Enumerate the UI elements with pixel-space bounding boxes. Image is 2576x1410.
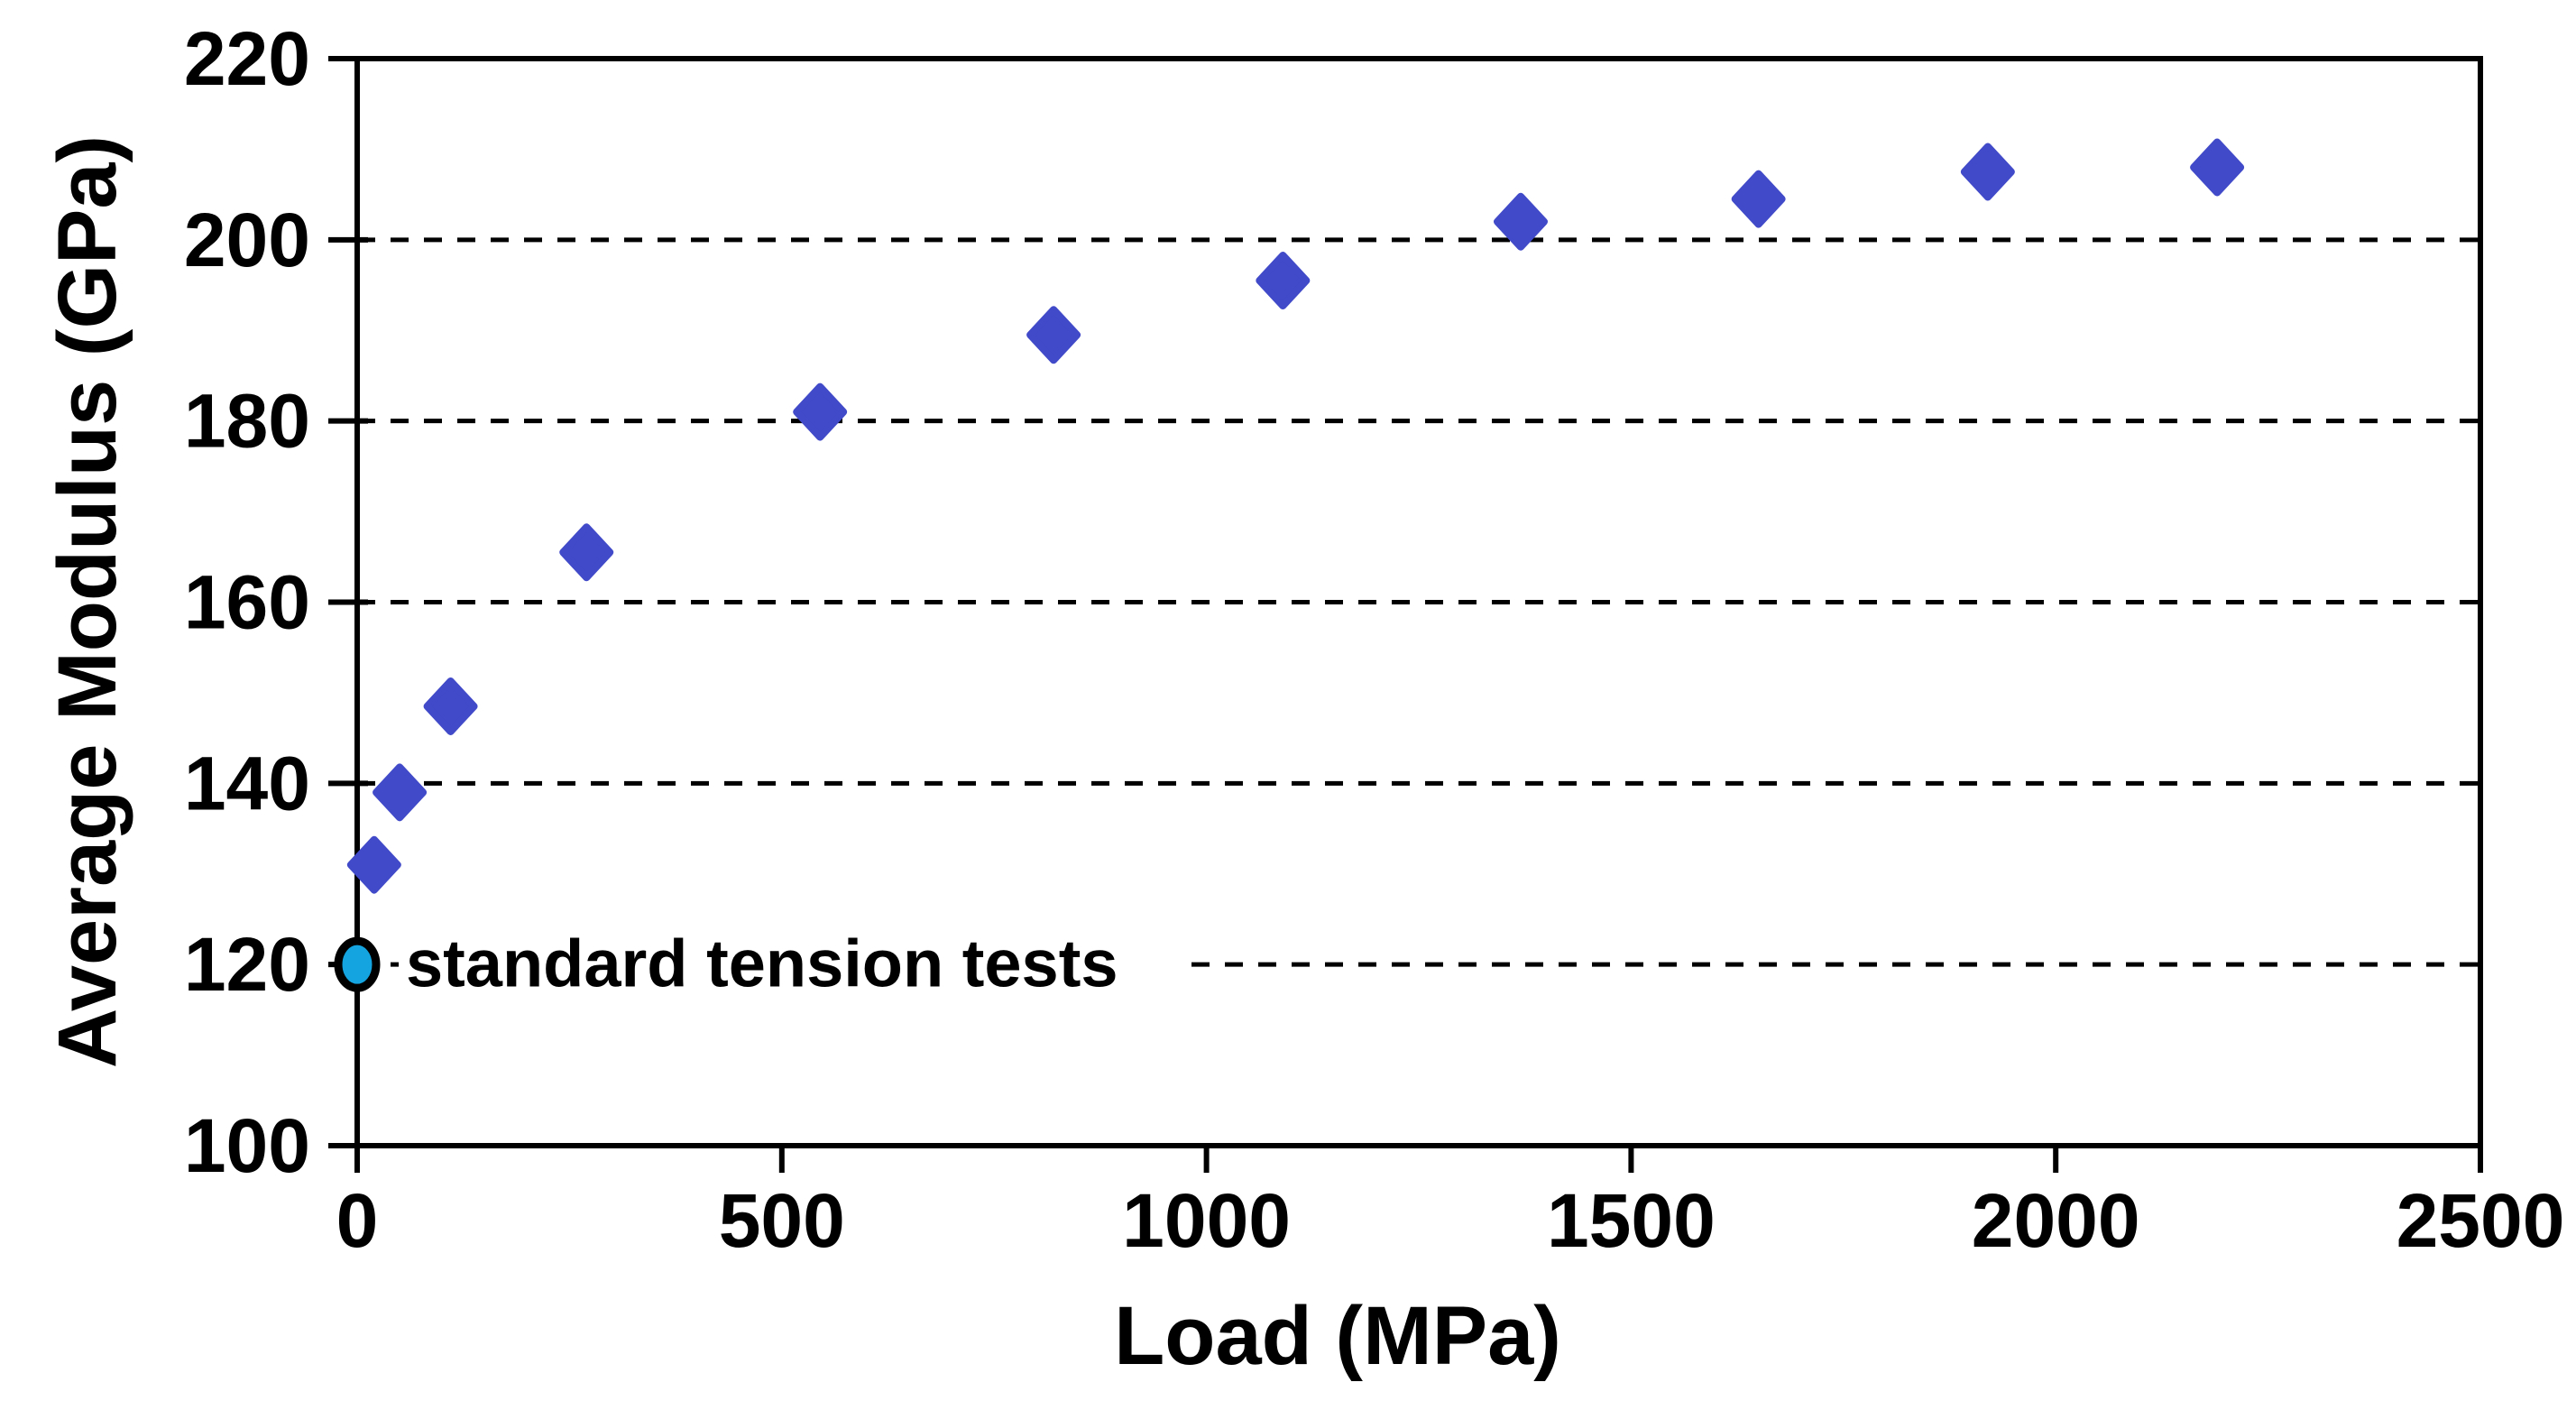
x-tick-labels: 0 500 1000 1500 2000 2500 [336, 1178, 2565, 1263]
data-point-diamond-7 [1493, 192, 1548, 251]
x-tick-label-500: 500 [719, 1178, 845, 1263]
gridlines [357, 237, 2480, 967]
data-points [334, 138, 2245, 992]
y-tick-label-200: 200 [184, 198, 310, 282]
data-point-diamond-5 [1026, 306, 1081, 364]
x-tick-label-2000: 2000 [1972, 1178, 2140, 1263]
data-point-diamond-2 [423, 677, 478, 735]
data-point-diamond-3 [559, 523, 614, 582]
x-tick-label-2500: 2500 [2397, 1178, 2565, 1263]
x-axis-title: Load (MPa) [1114, 1290, 1561, 1382]
y-tick-label-120: 120 [184, 922, 310, 1007]
y-tick-labels: 100 120 140 160 180 200 220 [184, 16, 310, 1188]
annotation-background [399, 923, 1187, 1002]
x-tick-label-1000: 1000 [1122, 1178, 1291, 1263]
axis-ticks [328, 56, 2483, 1173]
y-tick-label-100: 100 [184, 1103, 310, 1188]
y-axis-title: Average Modulus (GPa) [41, 135, 133, 1068]
y-tick-label-160: 160 [184, 560, 310, 645]
data-point-tension-test-0 [334, 936, 381, 992]
data-point-diamond-1 [373, 763, 428, 822]
data-point-diamond-8 [1731, 170, 1786, 228]
x-tick-label-0: 0 [336, 1178, 379, 1263]
annotation-standard-tension-tests: standard tension tests [406, 926, 1118, 1001]
y-tick-label-140: 140 [184, 741, 310, 825]
data-point-diamond-0 [346, 835, 401, 894]
x-tick-label-1500: 1500 [1547, 1178, 1716, 1263]
data-point-diamond-9 [1960, 143, 2015, 201]
data-point-diamond-6 [1256, 252, 1311, 310]
data-point-diamond-10 [2190, 138, 2245, 197]
y-tick-label-180: 180 [184, 379, 310, 464]
y-tick-label-220: 220 [184, 16, 310, 101]
data-point-diamond-4 [793, 382, 848, 441]
